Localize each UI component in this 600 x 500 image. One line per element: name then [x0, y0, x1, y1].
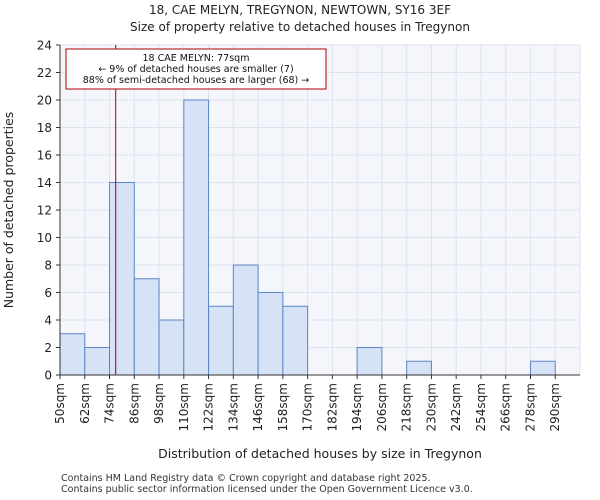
- annotation-layer: 18 CAE MELYN: 77sqm ← 9% of detached hou…: [65, 48, 327, 90]
- x-tick-label: 158sqm: [276, 383, 290, 431]
- x-tick-label: 218sqm: [400, 383, 414, 431]
- y-tick-label: 14: [37, 176, 52, 190]
- footer-line-1: Contains HM Land Registry data © Crown c…: [61, 473, 431, 484]
- y-tick-label: 22: [37, 66, 52, 80]
- x-axis-label: Distribution of detached houses by size …: [158, 446, 482, 461]
- x-tick-label: 266sqm: [499, 383, 513, 431]
- bar: [133, 278, 160, 376]
- bar: [257, 292, 284, 376]
- annotation-line-3: 88% of semi-detached houses are larger (…: [83, 75, 310, 86]
- bar: [208, 305, 234, 376]
- annotation-line-2: ← 9% of detached houses are smaller (7): [98, 64, 293, 75]
- bar: [59, 333, 86, 376]
- x-tick-label: 146sqm: [251, 383, 265, 431]
- x-tick-label: 86sqm: [127, 383, 141, 424]
- annotation-line-1: 18 CAE MELYN: 77sqm: [143, 53, 250, 64]
- x-tick-label: 110sqm: [177, 383, 191, 431]
- annotation-box: [65, 48, 327, 90]
- y-tick-label: 10: [37, 231, 52, 245]
- x-tick-label: 74sqm: [103, 383, 117, 424]
- x-tick-label: 122sqm: [202, 383, 216, 431]
- bar: [529, 360, 556, 376]
- bar: [84, 347, 111, 376]
- x-tick-label: 182sqm: [325, 383, 339, 431]
- y-tick-label: 24: [37, 39, 52, 53]
- x-tick-label: 50sqm: [53, 383, 67, 424]
- y-tick-label: 12: [37, 204, 52, 218]
- x-tick-label: 194sqm: [350, 383, 364, 431]
- bar: [406, 360, 432, 376]
- chart-title: 18, CAE MELYN, TREGYNON, NEWTOWN, SY16 3…: [149, 3, 451, 17]
- bar: [356, 347, 383, 376]
- x-tick-label: 230sqm: [424, 383, 438, 431]
- chart-subtitle: Size of property relative to detached ho…: [130, 20, 470, 34]
- bar: [109, 182, 135, 376]
- y-axis-label: Number of detached properties: [1, 112, 16, 309]
- x-tick-label: 242sqm: [449, 383, 463, 431]
- y-tick-label: 8: [44, 259, 52, 273]
- x-tick-label: 170sqm: [301, 383, 315, 431]
- x-tick-label: 254sqm: [474, 383, 488, 431]
- y-tick-label: 18: [37, 121, 52, 135]
- x-tick-label: 98sqm: [152, 383, 166, 424]
- y-tick-label: 20: [37, 94, 52, 108]
- bar: [158, 319, 185, 376]
- y-tick-label: 0: [44, 369, 52, 383]
- footer-line-2: Contains public sector information licen…: [61, 484, 473, 495]
- x-tick-label: 290sqm: [548, 383, 562, 431]
- bar: [183, 99, 210, 376]
- x-tick-label: 62sqm: [78, 383, 92, 424]
- bars-layer: [59, 99, 556, 376]
- bar: [232, 264, 259, 376]
- y-tick-label: 2: [44, 341, 52, 355]
- x-tick-label: 206sqm: [375, 383, 389, 431]
- bar: [282, 305, 309, 376]
- x-tick-label: 134sqm: [226, 383, 240, 431]
- y-tick-label: 4: [44, 314, 52, 328]
- y-tick-label: 16: [37, 149, 52, 163]
- y-tick-label: 6: [44, 286, 52, 300]
- x-tick-label: 278sqm: [523, 383, 537, 431]
